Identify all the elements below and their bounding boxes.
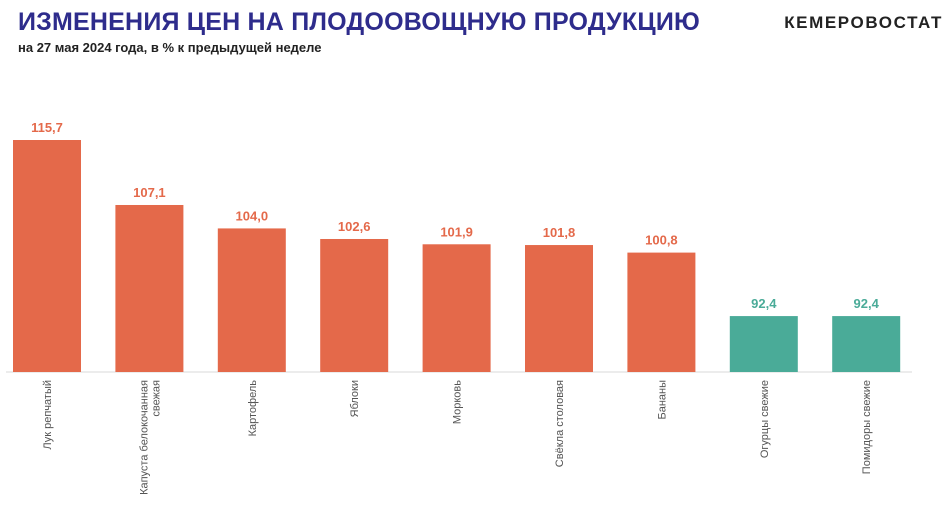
category-label: Лук репчатый <box>42 380 54 450</box>
data-label: 101,8 <box>543 225 576 240</box>
category-label: Бананы <box>656 380 668 420</box>
bar <box>832 316 901 372</box>
category-label: Картофель <box>247 380 259 437</box>
data-label: 102,6 <box>338 219 371 234</box>
category-label: Морковь <box>452 380 464 424</box>
data-label: 92,4 <box>751 296 777 311</box>
category-label: Яблоки <box>349 380 361 417</box>
bar <box>217 228 286 372</box>
bar <box>422 244 491 372</box>
bar <box>320 238 389 372</box>
bar <box>115 204 184 372</box>
category-label: Огурцы свежие <box>759 380 771 458</box>
chart-subtitle: на 27 мая 2024 года, в % к предыдущей не… <box>18 40 322 55</box>
data-label: 115,7 <box>31 120 63 135</box>
brand-logo-text: КЕМЕРОВОСТАТ <box>784 13 943 32</box>
bar <box>729 316 798 372</box>
data-label: 104,0 <box>236 208 269 223</box>
bar <box>13 140 81 372</box>
category-label: Капуста белокочаннаясвежая <box>138 380 162 495</box>
bar <box>627 252 696 372</box>
data-label: 101,9 <box>440 224 473 239</box>
data-label: 107,1 <box>133 185 166 200</box>
data-label: 92,4 <box>854 296 880 311</box>
chart-title: ИЗМЕНЕНИЯ ЦЕН НА ПЛОДООВОЩНУЮ ПРОДУКЦИЮ <box>18 8 700 36</box>
category-label: Помидоры свежие <box>861 380 873 474</box>
data-label: 100,8 <box>645 233 678 248</box>
bar <box>525 245 593 372</box>
category-label: Свёкла столовая <box>554 380 566 467</box>
